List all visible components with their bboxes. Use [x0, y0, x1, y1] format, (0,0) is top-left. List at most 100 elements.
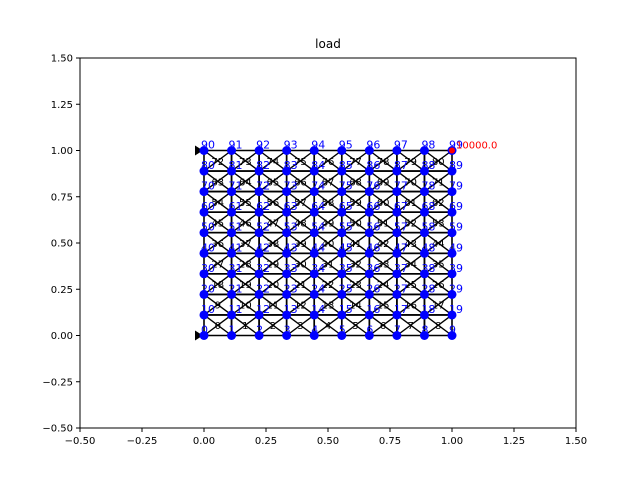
mesh-diagonal	[203, 211, 232, 234]
mesh-node	[254, 310, 264, 320]
element-label: 51	[377, 218, 390, 229]
node-label: 28	[421, 282, 435, 295]
element-label: 47	[267, 218, 280, 229]
y-tick-label: −0.25	[42, 377, 73, 388]
element-label: 76	[322, 157, 335, 168]
node-label: 43	[284, 241, 298, 254]
mesh-node	[364, 248, 374, 258]
mesh-node	[419, 248, 429, 258]
node-label: 27	[394, 282, 408, 295]
mesh-node	[392, 310, 402, 320]
element-label: 33	[377, 260, 390, 271]
mesh-node	[364, 146, 374, 155]
node-label: 81	[229, 159, 243, 172]
node-label: 20	[201, 282, 215, 295]
element-label: 78	[377, 157, 390, 168]
x-tick-label: 0.00	[193, 436, 215, 447]
mesh-node	[447, 310, 457, 320]
mesh-diagonal	[396, 273, 425, 295]
mesh-node	[392, 146, 402, 155]
node-label: 40	[201, 241, 215, 254]
node-label: 56	[366, 221, 380, 234]
element-label: 69	[377, 177, 390, 188]
mesh-node	[447, 228, 457, 238]
mesh-diagonal	[286, 211, 315, 234]
load-marker	[449, 147, 455, 154]
node-label: 76	[366, 180, 380, 193]
node-label: 98	[421, 139, 435, 152]
element-label: 31	[322, 260, 335, 271]
mesh-diagonal	[424, 293, 453, 316]
element-label: 23	[349, 280, 362, 291]
mesh-node	[199, 228, 209, 238]
mesh-diagonal	[203, 314, 232, 337]
mesh-node	[254, 269, 264, 279]
node-label: 86	[366, 159, 380, 172]
y-tick-label: 1.00	[51, 146, 73, 157]
element-label: 30	[294, 260, 307, 271]
mesh-node	[419, 166, 429, 176]
element-label: 68	[349, 177, 362, 188]
node-label: 84	[311, 159, 325, 172]
element-label: 28	[239, 260, 252, 271]
mesh-diagonal	[368, 211, 398, 234]
mesh-diagonal	[258, 273, 288, 295]
support-marker	[195, 330, 203, 341]
y-tick-label: 0.50	[51, 239, 73, 250]
element-label: 26	[432, 280, 445, 291]
mesh-node	[392, 269, 402, 279]
node-label: 95	[339, 139, 353, 152]
mesh-node	[254, 146, 264, 155]
node-label: 36	[366, 262, 380, 275]
node-label: 47	[394, 241, 408, 254]
x-tick-label: −0.25	[127, 436, 158, 447]
node-label: 63	[284, 200, 298, 213]
mesh-diagonal	[286, 170, 315, 193]
element-label: 17	[432, 301, 445, 312]
node-label: 73	[284, 180, 298, 193]
element-label: 9	[215, 301, 221, 312]
mesh-node	[447, 166, 457, 176]
mesh-node	[392, 248, 402, 258]
mesh-diagonal	[424, 252, 453, 275]
element-label: 13	[322, 301, 335, 312]
node-label: 33	[284, 262, 298, 275]
node-label: 39	[449, 262, 463, 275]
element-label: 80	[432, 157, 445, 168]
node-label: 13	[284, 303, 298, 316]
node-label: 69	[449, 200, 463, 213]
x-tick-label: −0.50	[65, 436, 96, 447]
mesh-diagonal	[313, 149, 343, 172]
mesh-diagonal	[258, 149, 288, 172]
mesh-node	[392, 289, 402, 299]
mesh-diagonal	[424, 232, 453, 254]
mesh-node	[392, 207, 402, 217]
element-label: 10	[239, 301, 252, 312]
element-label: 48	[294, 218, 307, 229]
mesh-node	[337, 331, 347, 340]
element-label: 8	[435, 321, 441, 332]
node-label: 44	[311, 241, 325, 254]
mesh-diagonal	[313, 252, 343, 275]
node-label: 90	[201, 139, 215, 152]
mesh-diagonal	[424, 149, 453, 172]
mesh-diagonal	[286, 293, 315, 316]
mesh-node	[309, 269, 319, 279]
node-label: 77	[394, 180, 408, 193]
node-label: 72	[256, 180, 270, 193]
mesh-diagonal	[341, 252, 370, 275]
node-label: 4	[311, 324, 318, 337]
mesh-node	[227, 248, 237, 258]
element-label: 25	[404, 280, 417, 291]
node-label: 96	[366, 139, 380, 152]
mesh-diagonal	[313, 232, 343, 254]
node-label: 46	[366, 241, 380, 254]
mesh-diagonal	[231, 211, 260, 234]
mesh-node	[337, 166, 347, 176]
node-label: 12	[256, 303, 270, 316]
node-label: 78	[421, 180, 435, 193]
x-tick-label: 0.50	[317, 436, 339, 447]
element-label: 59	[349, 198, 362, 209]
